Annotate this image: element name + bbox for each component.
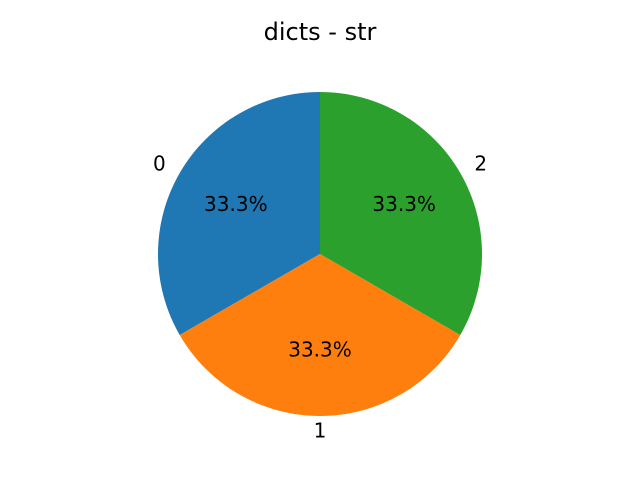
percent-label-1: 33.3% [288,338,352,362]
pie-slice-2 [320,92,482,335]
percent-label-2: 33.3% [372,192,436,216]
slice-label-0: 0 [153,151,166,175]
percent-label-0: 33.3% [204,192,268,216]
slice-label-2: 2 [474,151,487,175]
pie-slice-0 [157,92,320,335]
slice-label-1: 1 [314,419,327,443]
chart-title: dicts - str [263,18,377,46]
pie-slice-1 [179,254,461,416]
